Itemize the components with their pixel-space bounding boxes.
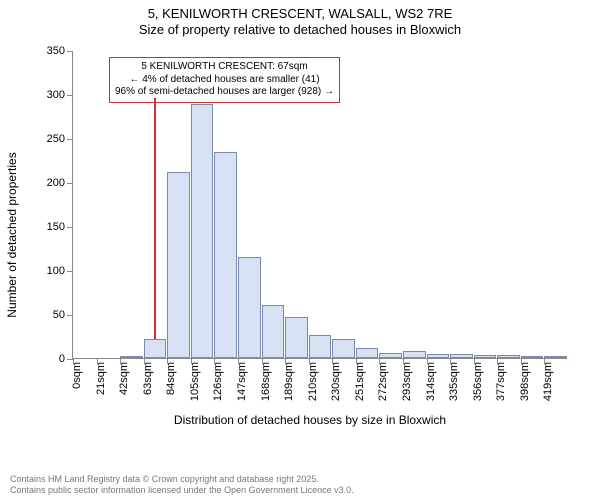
histogram-bar: [474, 355, 497, 358]
y-tick-label: 250: [39, 133, 65, 145]
title-address: 5, KENILWORTH CRESCENT, WALSALL, WS2 7RE: [0, 6, 600, 22]
x-tick-label: 230sqm: [330, 362, 342, 401]
annotation-box: 5 KENILWORTH CRESCENT: 67sqm ← 4% of det…: [109, 57, 340, 103]
histogram-bar: [167, 172, 190, 358]
annotation-line-2: ← 4% of detached houses are smaller (41): [115, 74, 334, 87]
x-tick-label: 272sqm: [377, 362, 389, 401]
y-tick-label: 350: [39, 45, 65, 57]
y-tick-label: 200: [39, 177, 65, 189]
y-tick: [67, 227, 73, 228]
histogram-bar: [427, 354, 450, 358]
x-tick-label: 168sqm: [260, 362, 272, 401]
x-axis-label: Distribution of detached houses by size …: [174, 413, 446, 427]
y-tick-label: 150: [39, 221, 65, 233]
y-tick: [67, 271, 73, 272]
histogram-bar: [332, 339, 355, 358]
x-tick-label: 189sqm: [283, 362, 295, 401]
histogram-bar: [285, 317, 308, 358]
histogram-bar: [450, 354, 473, 358]
x-tick-label: 147sqm: [236, 362, 248, 401]
title-subtitle: Size of property relative to detached ho…: [0, 22, 600, 38]
y-tick-label: 50: [39, 309, 65, 321]
x-tick-label: 356sqm: [472, 362, 484, 401]
y-tick-label: 0: [39, 353, 65, 365]
y-tick: [67, 139, 73, 140]
y-tick: [67, 51, 73, 52]
x-tick-label: 126sqm: [212, 362, 224, 401]
histogram-bar: [262, 305, 285, 358]
y-tick-label: 300: [39, 89, 65, 101]
histogram-bar: [521, 356, 544, 358]
x-tick-label: 84sqm: [165, 362, 177, 395]
histogram-bar: [379, 353, 402, 358]
x-tick-label: 419sqm: [542, 362, 554, 401]
x-tick-label: 63sqm: [142, 362, 154, 395]
footer-line-2: Contains public sector information licen…: [10, 485, 354, 496]
histogram-bar: [497, 355, 520, 358]
x-tick-label: 21sqm: [95, 362, 107, 395]
y-tick: [67, 95, 73, 96]
x-tick-label: 314sqm: [425, 362, 437, 401]
x-tick-label: 377sqm: [495, 362, 507, 401]
annotation-line-3: 96% of semi-detached houses are larger (…: [115, 86, 334, 99]
x-tick-label: 293sqm: [401, 362, 413, 401]
footer-line-1: Contains HM Land Registry data © Crown c…: [10, 474, 354, 485]
histogram-bar: [144, 339, 167, 358]
histogram-bar: [544, 356, 567, 358]
histogram-bar: [191, 104, 214, 358]
footer-attribution: Contains HM Land Registry data © Crown c…: [10, 474, 354, 497]
plot-area: 5 KENILWORTH CRESCENT: 67sqm ← 4% of det…: [72, 51, 567, 359]
x-tick-label: 398sqm: [519, 362, 531, 401]
y-axis-label: Number of detached properties: [5, 152, 19, 317]
chart-container: 5, KENILWORTH CRESCENT, WALSALL, WS2 7RE…: [0, 0, 600, 500]
x-tick-label: 105sqm: [189, 362, 201, 401]
histogram-bar: [120, 356, 143, 358]
marker-line: [154, 98, 156, 358]
x-tick-label: 0sqm: [71, 362, 83, 389]
x-tick-label: 335sqm: [448, 362, 460, 401]
histogram-bar: [403, 351, 426, 358]
y-tick: [67, 315, 73, 316]
histogram-bar: [356, 348, 379, 358]
y-tick: [67, 183, 73, 184]
x-tick-label: 42sqm: [118, 362, 130, 395]
y-tick-label: 100: [39, 265, 65, 277]
x-tick-label: 210sqm: [307, 362, 319, 401]
title-block: 5, KENILWORTH CRESCENT, WALSALL, WS2 7RE…: [0, 0, 600, 39]
histogram-bar: [309, 335, 332, 358]
annotation-line-1: 5 KENILWORTH CRESCENT: 67sqm: [115, 61, 334, 74]
histogram-bar: [214, 152, 237, 358]
chart-wrap: Number of detached properties 5 KENILWOR…: [40, 45, 580, 425]
x-tick-label: 251sqm: [354, 362, 366, 401]
histogram-bar: [238, 257, 261, 358]
